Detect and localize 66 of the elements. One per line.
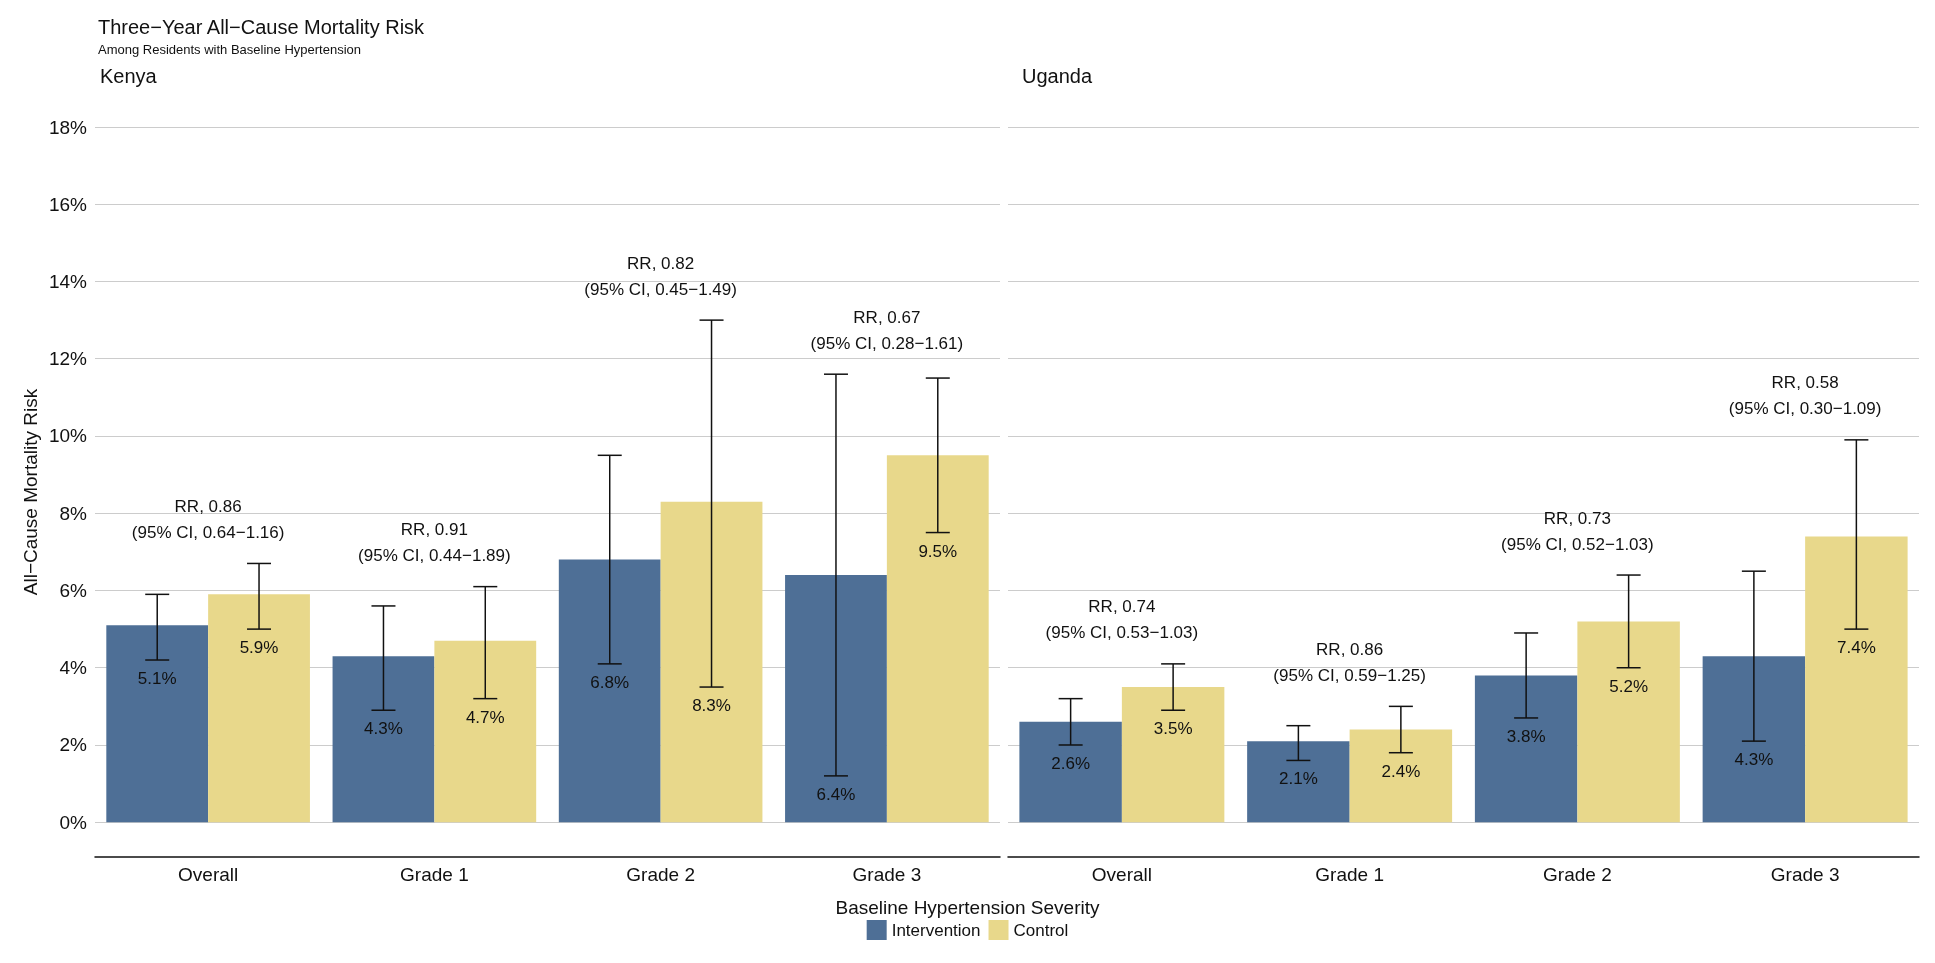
- y-tick-label: 8%: [59, 502, 88, 524]
- data-label: 4.7%: [465, 707, 505, 727]
- y-tick-label: 18%: [48, 116, 88, 138]
- bar: [434, 640, 537, 823]
- y-tick-label: 6%: [59, 579, 88, 601]
- text: Uganda: [1022, 65, 1093, 87]
- x-axis-title: Baseline Hypertension Severity: [835, 897, 1101, 918]
- data-label: 3.5%: [1153, 719, 1193, 739]
- bar: [1019, 721, 1122, 823]
- data-label: 6.4%: [816, 784, 856, 804]
- bar: [1121, 687, 1225, 823]
- legend-label: Control: [1013, 920, 1069, 940]
- data-label: 6.8%: [590, 672, 630, 692]
- y-tick-label: 2%: [59, 734, 88, 756]
- data-label: 2.1%: [1279, 769, 1318, 789]
- y-tick-label: 0%: [59, 811, 88, 833]
- y-tick-label: 14%: [48, 271, 88, 292]
- bar: [1805, 536, 1908, 823]
- chart-subtitle: Among Residents with Baseline Hypertension: [98, 42, 362, 57]
- x-tick-label: Overall: [178, 864, 239, 885]
- data-label: 8.3%: [692, 696, 731, 716]
- data-label: 4.3%: [364, 719, 403, 739]
- data-label: 5.1%: [137, 669, 177, 689]
- data-label: 5.2%: [1609, 676, 1648, 696]
- bar: [106, 625, 209, 823]
- data-label: 3.8%: [1506, 726, 1546, 746]
- data-label: 9.5%: [918, 541, 958, 561]
- x-tick-label: Overall: [1091, 864, 1152, 885]
- data-label: 2.6%: [1051, 753, 1091, 773]
- x-tick-label: Grade 1: [1315, 864, 1384, 885]
- data-label: 5.9%: [239, 638, 279, 658]
- y-tick-label: 10%: [48, 425, 88, 447]
- bar: [785, 575, 887, 823]
- bar: [208, 594, 310, 823]
- x-tick-label: Grade 2: [626, 864, 695, 885]
- bar: [1349, 729, 1453, 823]
- data-label: 7.4%: [1836, 638, 1876, 658]
- x-tick-label: Grade 3: [1770, 864, 1840, 885]
- bar: [1702, 656, 1806, 823]
- annotation: RR, 0.58 (95% CI, 0.30−1.09): [1728, 373, 1882, 419]
- y-axis-title: All−Cause Mortality Risk: [20, 388, 41, 596]
- bar: [332, 656, 435, 823]
- annotation: RR, 0.74 (95% CI, 0.53−1.03): [1045, 597, 1199, 643]
- annotation: RR, 0.86 (95% CI, 0.64−1.16): [131, 496, 285, 542]
- bar: [558, 559, 661, 823]
- annotation: RR, 0.82 (95% CI, 0.45−1.49): [584, 253, 737, 299]
- y-tick-label: 12%: [48, 348, 88, 370]
- annotation: RR, 0.73 (95% CI, 0.52−1.03): [1501, 508, 1654, 554]
- bar: [660, 501, 763, 823]
- annotation: RR, 0.91 (95% CI, 0.44−1.89): [358, 520, 511, 566]
- y-tick-label: 16%: [48, 193, 88, 215]
- bar: [1474, 675, 1578, 823]
- bar: [886, 455, 989, 823]
- x-tick-label: Grade 3: [852, 864, 922, 885]
- chart-title: Three−Year All−Cause Mortality Risk: [98, 16, 426, 38]
- data-label: 4.3%: [1734, 750, 1774, 770]
- x-tick-label: Grade 2: [1543, 864, 1612, 885]
- data-label: 2.4%: [1381, 761, 1421, 781]
- annotation: RR, 0.86 (95% CI, 0.59−1.25): [1273, 639, 1426, 685]
- annotation: RR, 0.67 (95% CI, 0.28−1.61): [810, 307, 964, 353]
- bar: [1577, 621, 1680, 823]
- x-tick-label: Grade 1: [400, 864, 469, 885]
- legend-label: Intervention: [891, 920, 981, 940]
- bar: [1247, 741, 1350, 823]
- y-tick-label: 4%: [59, 657, 88, 679]
- text: Kenya: [100, 65, 158, 87]
